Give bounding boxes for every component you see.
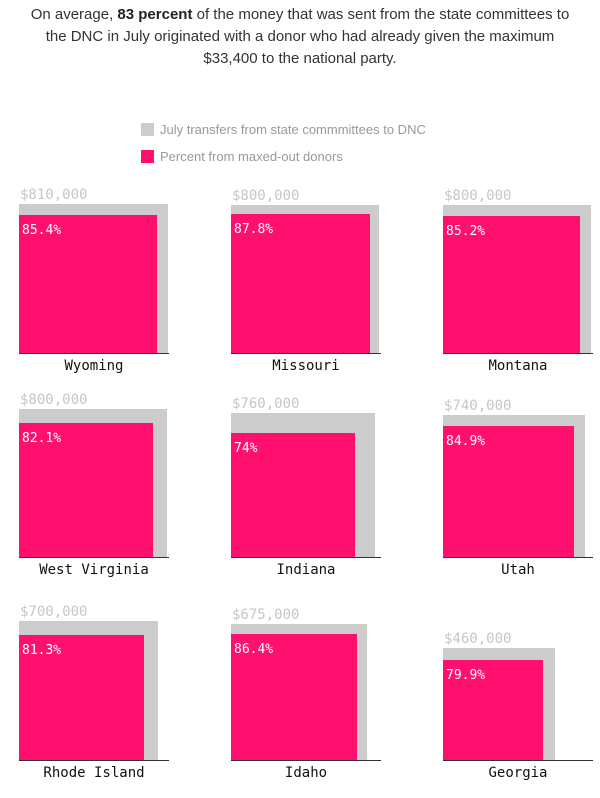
legend-swatch-maxed (141, 149, 154, 163)
amount-label-rhode-island: $700,000 (20, 604, 88, 620)
maxed-square-idaho (231, 634, 357, 760)
state-label-idaho: Idaho (284, 765, 328, 781)
headline-after: of the money that was sent from the stat… (45, 6, 570, 67)
percent-label-indiana: 74% (234, 441, 258, 456)
state-label-indiana: Indiana (276, 562, 336, 578)
amount-label-west-virginia: $800,000 (20, 392, 88, 408)
amount-label-utah: $740,000 (444, 398, 512, 414)
baseline-idaho (231, 760, 381, 761)
percent-label-montana: 85.2% (446, 224, 486, 239)
baseline-utah (443, 557, 593, 558)
maxed-square-utah (443, 426, 574, 557)
percent-label-idaho: 86.4% (234, 642, 274, 657)
percent-label-missouri: 87.8% (234, 222, 274, 237)
state-label-georgia: Georgia (488, 765, 548, 781)
baseline-west-virginia (19, 557, 169, 558)
maxed-square-wyoming (19, 215, 157, 353)
amount-label-georgia: $460,000 (444, 631, 512, 647)
baseline-georgia (443, 760, 593, 761)
state-label-rhode-island: Rhode Island (43, 765, 145, 781)
headline-before: On average, (30, 6, 118, 23)
percent-label-wyoming: 85.4% (22, 223, 62, 238)
state-label-utah: Utah (501, 562, 535, 578)
state-label-montana: Montana (488, 358, 548, 374)
state-label-west-virginia: West Virginia (39, 562, 149, 578)
baseline-wyoming (19, 353, 169, 354)
maxed-square-montana (443, 216, 580, 353)
baseline-missouri (231, 353, 381, 354)
baseline-montana (443, 353, 593, 354)
maxed-square-missouri (231, 214, 370, 353)
maxed-square-indiana (231, 433, 355, 557)
state-label-wyoming: Wyoming (64, 358, 124, 374)
amount-label-idaho: $675,000 (232, 607, 300, 623)
headline: On average, 83 percent of the money that… (20, 4, 580, 70)
amount-label-wyoming: $810,000 (20, 187, 88, 203)
headline-bold: 83 percent (117, 6, 193, 23)
legend-swatch-transfers (141, 122, 154, 136)
legend-label-transfers: July transfers from state commmittees to… (160, 121, 426, 137)
amount-label-indiana: $760,000 (232, 396, 300, 412)
legend-item-maxed: Percent from maxed-out donors (141, 145, 426, 167)
maxed-square-rhode-island (19, 635, 144, 760)
amount-label-missouri: $800,000 (232, 188, 300, 204)
percent-label-rhode-island: 81.3% (22, 643, 62, 658)
legend-label-maxed: Percent from maxed-out donors (160, 148, 343, 164)
percent-label-georgia: 79.9% (446, 668, 486, 683)
maxed-square-west-virginia (19, 423, 153, 557)
legend-item-transfers: July transfers from state commmittees to… (141, 118, 426, 140)
baseline-indiana (231, 557, 381, 558)
baseline-rhode-island (19, 760, 169, 761)
state-label-missouri: Missouri (272, 358, 340, 374)
percent-label-utah: 84.9% (446, 434, 486, 449)
amount-label-montana: $800,000 (444, 188, 512, 204)
legend: July transfers from state commmittees to… (141, 118, 426, 172)
maxed-square-georgia (443, 660, 543, 760)
percent-label-west-virginia: 82.1% (22, 431, 62, 446)
